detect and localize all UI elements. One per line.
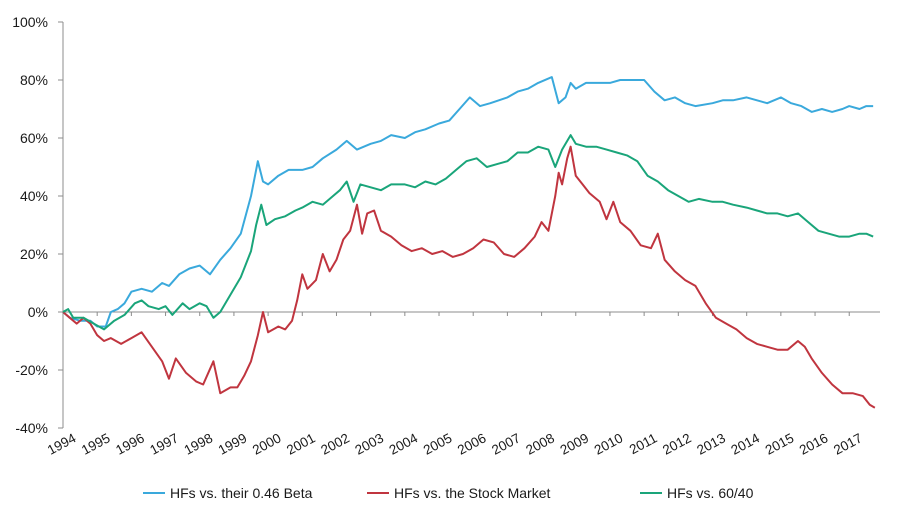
x-tick-label: 1999: [216, 430, 250, 457]
y-tick-label: -40%: [15, 420, 48, 436]
x-tick-label: 2008: [523, 430, 557, 457]
y-tick-label: -20%: [15, 362, 48, 378]
y-tick-label: 60%: [20, 130, 48, 146]
x-tick-label: 2015: [763, 430, 797, 457]
series-lines: [62, 76, 876, 409]
x-tick-label: 1995: [79, 430, 113, 457]
x-tick-label: 2006: [455, 430, 489, 457]
x-tick-label: 2004: [387, 430, 421, 458]
x-tick-label: 2010: [592, 430, 626, 457]
x-tick-label: 2012: [660, 430, 694, 457]
x-tick-label: 2009: [558, 430, 592, 457]
x-tick-label: 1996: [113, 430, 147, 457]
x-tick-label: 2005: [421, 430, 455, 457]
x-tick-label: 2013: [694, 430, 728, 457]
axes: [62, 22, 880, 428]
x-tick-label: 2003: [352, 430, 386, 457]
x-tick-label: 2002: [318, 430, 352, 457]
x-tick-label: 1997: [147, 430, 181, 457]
x-tick-label: 2000: [250, 430, 284, 457]
series-line-3: [62, 134, 874, 331]
y-tick-label: 100%: [12, 14, 48, 30]
y-tick-label: 40%: [20, 188, 48, 204]
legend-label-1: HFs vs. their 0.46 Beta: [170, 485, 313, 501]
x-tick-label: 2014: [729, 430, 763, 458]
legend-label-3: HFs vs. 60/40: [667, 485, 754, 501]
x-tick-label: 2001: [284, 430, 318, 457]
x-tick-label: 1994: [45, 430, 79, 458]
legend: HFs vs. their 0.46 Beta HFs vs. the Stock…: [143, 485, 754, 501]
y-axis-tick-labels: 100% 80% 60% 40% 20% 0% -20% -40%: [12, 14, 63, 436]
y-tick-label: 0%: [28, 304, 48, 320]
y-tick-label: 80%: [20, 72, 48, 88]
x-tick-label: 2017: [831, 430, 865, 457]
x-tick-label: 2011: [627, 430, 660, 457]
x-tick-label: 1998: [182, 430, 216, 457]
series-line-1: [62, 76, 874, 328]
y-tick-label: 20%: [20, 246, 48, 262]
series-line-2: [62, 145, 876, 409]
legend-label-2: HFs vs. the Stock Market: [394, 485, 550, 501]
x-tick-label: 2016: [797, 430, 831, 457]
x-tick-label: 2007: [489, 430, 523, 457]
